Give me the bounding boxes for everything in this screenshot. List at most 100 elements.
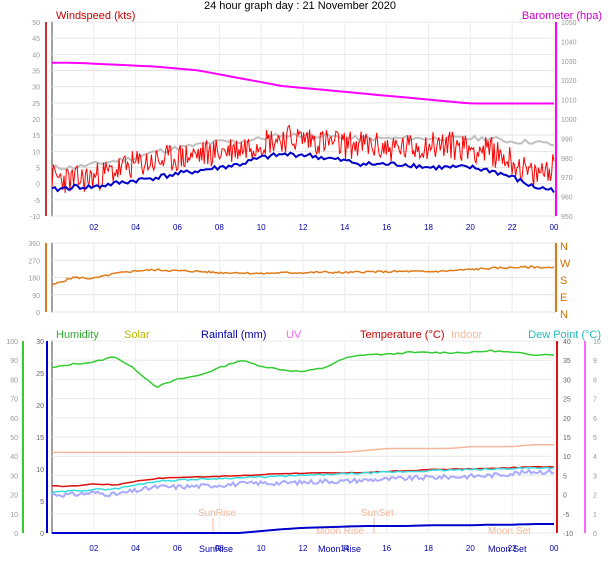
p1-right-tick-label: 1020 [561,78,577,85]
p1-x-tick-label: 04 [131,223,140,232]
p1-x-tick-label: 10 [257,223,266,232]
p1-right-tick-label: 1040 [561,39,577,46]
p1-x-tick-label: 12 [299,223,308,232]
uv-tick-label: 7 [593,397,597,404]
p1-x-tick-label: 02 [89,223,98,232]
rainfall-line [52,523,554,534]
temp-tick-label: 15 [563,435,571,442]
temp-tick-label: -5 [563,512,569,519]
indoor-label: Indoor [451,329,483,341]
rain-tick-label: 0 [40,531,44,538]
dewpoint-line [51,466,555,494]
panel-temp-humidity: Humidity Solar Rainfall (mm) UV Temperat… [6,329,601,554]
uv-tick-label: 4 [593,454,597,461]
p3-x-tick-label: 08 [215,544,224,553]
sunrise-annotation: SunRise [198,508,236,519]
p3-x-tick-label: 02 [89,544,98,553]
humidity-tick-label: 100 [6,339,18,346]
humidity-tick-label: 60 [10,416,18,423]
temperature-label: Temperature (°C) [360,329,444,341]
sunset-annotation: SunSet [361,508,394,519]
humidity-tick-label: 40 [10,454,18,461]
compass-label: N [560,309,568,321]
rain-tick-label: 5 [40,499,44,506]
temp-tick-label: -10 [563,531,573,538]
p3-x-tick-label: 18 [424,544,433,553]
humidity-line [51,349,555,389]
p1-left-tick-label: 10 [32,149,40,156]
p2-left-tick-label: 360 [28,241,40,248]
p1-x-tick-label: 22 [508,223,517,232]
p3-x-tick-label: 20 [466,544,475,553]
p1-x-tick-label: 16 [382,223,391,232]
temp-tick-label: 40 [563,339,571,346]
p1-left-tick-label: 25 [32,101,40,108]
p1-left-tick-label: 45 [32,36,40,43]
uv-label: UV [286,329,302,341]
compass-label: W [560,258,571,270]
p3-x-tick-label: 14 [340,544,349,553]
humidity-tick-label: 50 [10,435,18,442]
apparent-temp-line [51,468,555,498]
uv-tick-label: 8 [593,377,597,384]
temp-tick-label: 30 [563,377,571,384]
x-moonset-label: Moon Set [488,544,527,554]
humidity-tick-label: 0 [14,531,18,538]
barometer-label: Barometer (hpa) [522,10,602,22]
x-moonrise-label: Moon Rise [318,544,361,554]
p1-left-tick-label: 15 [32,133,40,140]
p3-x-tick-label: 12 [299,544,308,553]
p3-x-tick-label: 10 [257,544,266,553]
windspeed-line [51,124,555,194]
p2-left-tick-label: 270 [28,258,40,265]
rain-tick-label: 20 [36,403,44,410]
temp-tick-label: 0 [563,493,567,500]
p1-left-tick-label: 40 [32,52,40,59]
dewpoint-label: Dew Point (°C) [528,329,601,341]
uv-tick-label: 3 [593,473,597,480]
p1-right-tick-label: 990 [561,136,573,143]
humidity-tick-label: 30 [10,473,18,480]
moonset-annotation: Moon Set [488,526,531,537]
humidity-tick-label: 70 [10,397,18,404]
solar-label: Solar [124,329,150,341]
p2-left-tick-label: 180 [28,276,40,283]
rain-tick-label: 30 [36,339,44,346]
p3-x-tick-label: 04 [131,544,140,553]
p1-right-tick-label: 960 [561,195,573,202]
humidity-tick-label: 20 [10,493,18,500]
p1-x-tick-label: 14 [340,223,349,232]
p3-x-tick-label: 16 [382,544,391,553]
temp-tick-label: 35 [563,358,571,365]
rain-tick-label: 10 [36,467,44,474]
temp-tick-label: 20 [563,416,571,423]
compass-label: E [560,292,567,304]
p1-left-tick-label: 50 [32,20,40,27]
uv-tick-label: 9 [593,358,597,365]
uv-tick-label: 1 [593,512,597,519]
average-speed-line [51,151,555,194]
x-sunrise-label: SunRise [199,544,233,554]
moonrise-annotation: Moon Rise [316,526,364,537]
compass-label: N [560,241,568,253]
uv-tick-label: 10 [593,339,601,346]
p1-right-tick-label: 1000 [561,117,577,124]
uv-tick-label: 6 [593,416,597,423]
page-title: 24 hour graph day : 21 November 2020 [204,0,396,12]
p1-right-tick-label: 950 [561,214,573,221]
rainfall-label: Rainfall (mm) [201,329,266,341]
p1-left-tick-label: -10 [30,214,40,221]
p1-right-tick-label: 1050 [561,20,577,27]
humidity-tick-label: 10 [10,512,18,519]
p1-left-tick-label: 0 [36,182,40,189]
p1-right-tick-label: 980 [561,156,573,163]
p1-x-tick-label: 08 [215,223,224,232]
uv-tick-label: 2 [593,493,597,500]
compass-label: S [560,275,567,287]
p1-left-tick-label: 30 [32,85,40,92]
p1-right-tick-label: 1010 [561,98,577,105]
temp-tick-label: 10 [563,454,571,461]
rain-tick-label: 15 [36,435,44,442]
rain-tick-label: 25 [36,371,44,378]
p1-left-tick-label: 20 [32,117,40,124]
